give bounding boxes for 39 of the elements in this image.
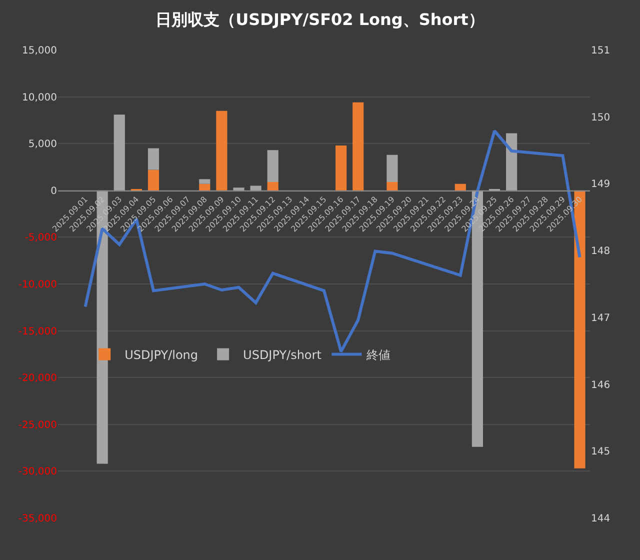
bar [454,184,466,190]
legend-label: USDJPY/short [243,348,322,362]
y-tick-label: -25,000 [18,420,57,431]
y2-tick-label: 145 [591,446,610,458]
bar [114,114,125,190]
y2-tick-label: 149 [591,179,610,190]
y-tick-label: 5,000 [28,139,57,150]
y2-tick-label: 151 [591,46,610,56]
y2-tick-label: 144 [591,514,610,524]
bar [199,184,210,190]
bar [216,110,228,190]
y2-tick-label: 146 [591,380,610,391]
y-tick-label: -35,000 [18,514,57,524]
y2-tick-label: 147 [591,312,610,324]
bar [386,154,398,182]
legend-label: USDJPY/long [124,348,198,362]
y-tick-label: 0 [50,186,57,197]
bar [352,102,364,190]
bar [233,188,244,190]
bar [250,186,262,190]
y-tick-label: -10,000 [18,280,57,290]
bar [267,150,278,182]
y-tick-label: -20,000 [18,373,57,384]
y-tick-label: -5,000 [24,232,57,244]
y2-tick-label: 150 [591,112,610,124]
bar [336,145,347,190]
bar [199,179,210,184]
legend-label: 終値 [366,348,391,362]
bar [148,148,160,170]
bar [267,182,278,190]
bar [386,182,398,190]
y-tick-label: 10,000 [22,92,57,104]
y-tick-label: -15,000 [18,326,57,338]
bar [506,133,518,190]
chart-title: 日別収支（USDJPY/SF02 Long、Short） [156,10,484,30]
y2-tick-label: 148 [591,246,610,258]
y-tick-label: 15,000 [22,46,57,56]
bar [148,170,160,190]
y-tick-label: -30,000 [18,466,57,478]
